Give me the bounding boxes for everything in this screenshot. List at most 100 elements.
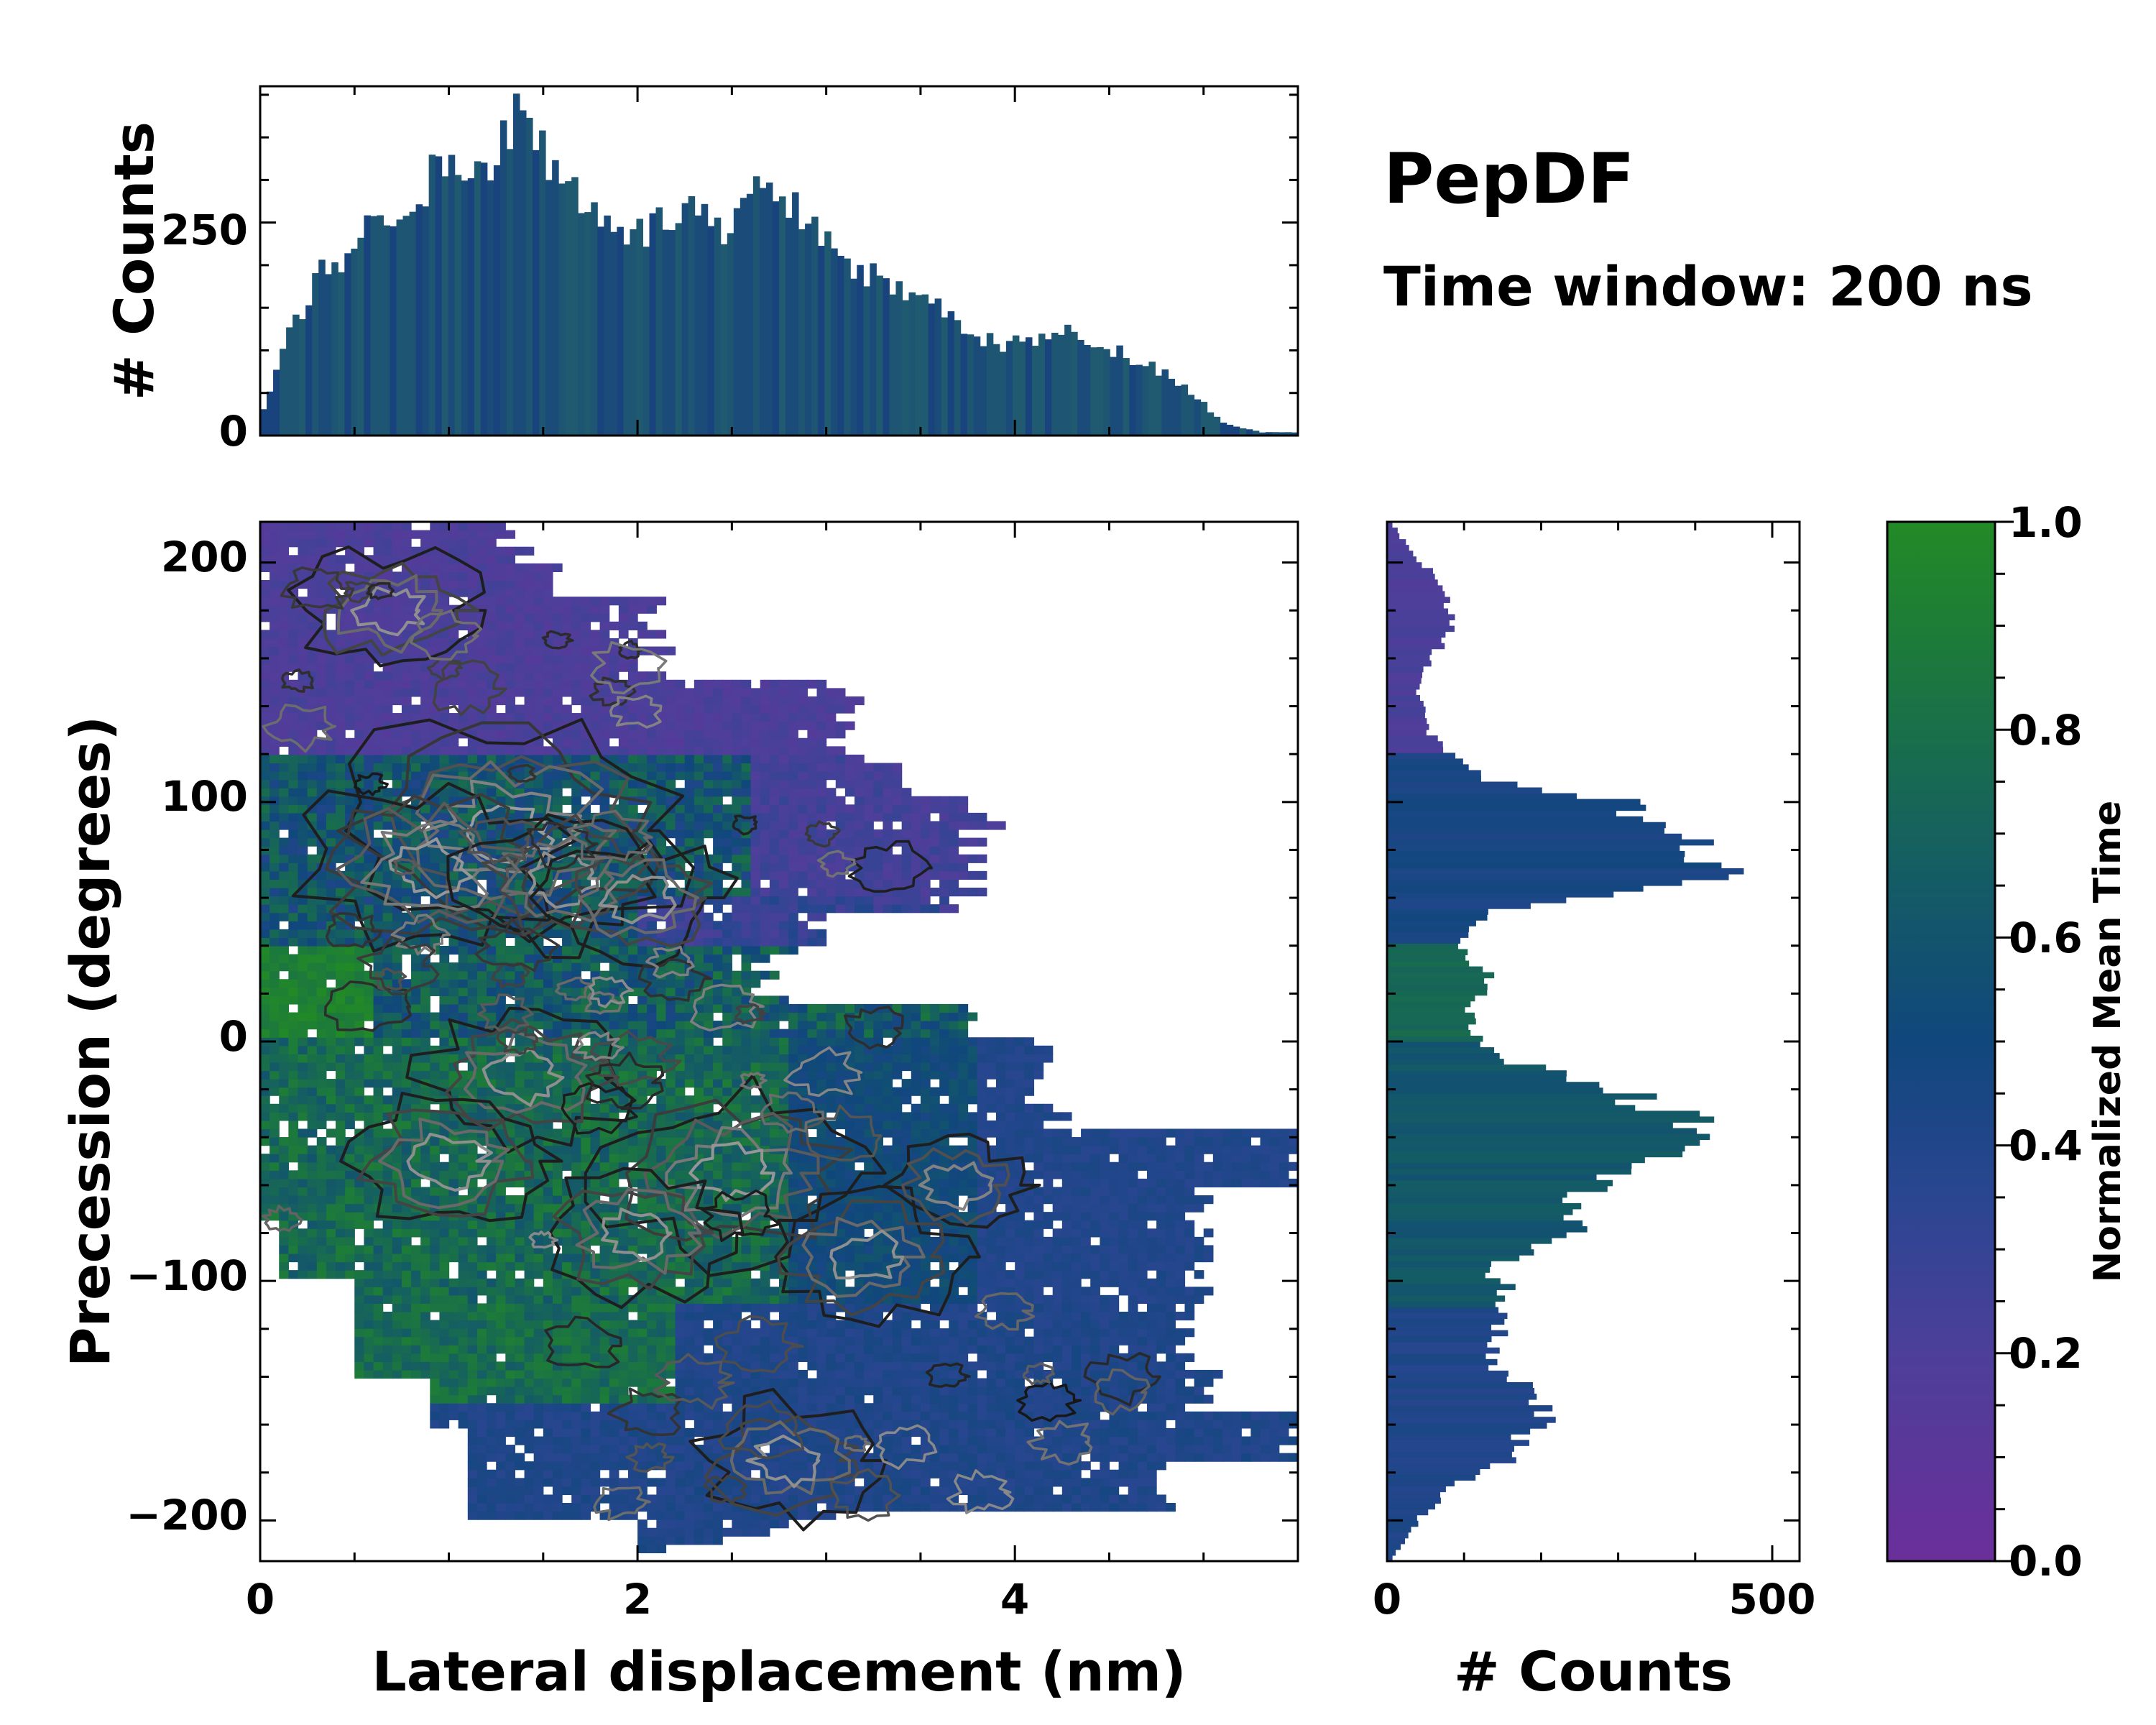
heatmap-cell (939, 1353, 949, 1362)
heatmap-cell (364, 1112, 374, 1121)
heatmap-cell (467, 1386, 478, 1396)
heatmap-cell (627, 1436, 638, 1445)
heatmap-cell (977, 1427, 987, 1438)
heatmap-cell (543, 1112, 553, 1121)
heatmap-cell (260, 1112, 270, 1121)
heatmap-cell (873, 1486, 883, 1496)
heatmap-cell (581, 1137, 591, 1146)
heatmap-cell (1241, 1162, 1251, 1171)
heatmap-cell (883, 1062, 893, 1072)
heatmap-cell (1033, 1112, 1044, 1121)
heatmap-cell (873, 1386, 883, 1396)
heatmap-cell (571, 1445, 581, 1454)
heatmap-cell (1043, 1486, 1054, 1496)
heatmap-cell (599, 1103, 610, 1113)
top-histogram-bar (915, 295, 923, 436)
heatmap-cell (571, 1137, 581, 1146)
heatmap-cell (467, 1336, 478, 1346)
heatmap-cell (1156, 1245, 1166, 1254)
heatmap-cell (703, 1103, 714, 1113)
heatmap-cell (1061, 1278, 1072, 1287)
heatmap-cell (1090, 1320, 1100, 1329)
heatmap-cell (911, 1087, 921, 1096)
heatmap-cell (647, 1511, 657, 1520)
heatmap-cell (599, 1436, 610, 1445)
heatmap-cell (581, 1353, 591, 1362)
heatmap-cell (392, 1154, 402, 1163)
heatmap-cell (1024, 1294, 1035, 1304)
heatmap-cell (430, 1411, 441, 1420)
heatmap-cell (732, 1527, 742, 1537)
heatmap-cell (995, 1294, 1006, 1304)
heatmap-cell (1146, 1178, 1157, 1188)
heatmap-cell (487, 1369, 497, 1379)
heatmap-cell (675, 1519, 686, 1529)
heatmap-cell (958, 1103, 969, 1113)
heatmap-cell (487, 1328, 497, 1338)
heatmap-cell (1137, 1345, 1148, 1354)
heatmap-cell (1090, 1369, 1100, 1379)
top-histogram-bar (1116, 345, 1123, 436)
heatmap-cell (930, 1062, 940, 1072)
heatmap-cell (1043, 1478, 1054, 1487)
heatmap-cell (571, 1261, 581, 1271)
heatmap-cell (1061, 1154, 1072, 1163)
heatmap-cell (1015, 1087, 1025, 1096)
heatmap-cell (1137, 1137, 1148, 1146)
heatmap-cell (382, 1287, 393, 1296)
heatmap-cell (1175, 1369, 1186, 1379)
top-histogram-bar (1135, 364, 1143, 436)
heatmap-cell (892, 1411, 903, 1420)
heatmap-cell (1146, 1154, 1157, 1163)
heatmap-cell (364, 1187, 374, 1196)
heatmap-cell (1071, 1503, 1082, 1512)
heatmap-cell (552, 1170, 563, 1179)
heatmap-cell (835, 1170, 846, 1179)
top-histogram-bar (857, 264, 864, 436)
heatmap-cell (703, 1070, 714, 1080)
heatmap-cell (967, 1311, 978, 1321)
heatmap-cell (647, 1154, 657, 1163)
heatmap-cell (1100, 1494, 1110, 1504)
heatmap-cell (1166, 1178, 1176, 1188)
heatmap-cell (571, 1336, 581, 1346)
heatmap-cell (336, 1236, 346, 1246)
heatmap-cell (1109, 1261, 1120, 1271)
heatmap-cell (807, 1353, 818, 1362)
heatmap-cell (854, 1261, 865, 1271)
heatmap-cell (911, 1120, 921, 1130)
heatmap-cell (949, 1345, 959, 1354)
heatmap-cell (1118, 1278, 1129, 1287)
heatmap-cell (816, 1245, 827, 1254)
heatmap-cell (949, 1461, 959, 1471)
heatmap-cell (675, 1320, 686, 1329)
heatmap-cell (854, 1228, 865, 1238)
heatmap-cell (1090, 1427, 1100, 1438)
heatmap-cell (1061, 1228, 1072, 1238)
heatmap-cell (1024, 1320, 1035, 1329)
heatmap-cell (939, 1436, 949, 1445)
heatmap-cell (496, 1453, 506, 1462)
heatmap-cell (684, 1536, 695, 1545)
heatmap-cell (260, 1137, 270, 1146)
heatmap-cell (939, 1087, 949, 1096)
heatmap-cell (826, 1170, 837, 1179)
heatmap-cell (618, 1128, 629, 1138)
heatmap-cell (552, 1394, 563, 1404)
heatmap-cell (505, 1386, 516, 1396)
heatmap-cell (1109, 1427, 1120, 1438)
heatmap-cell (515, 1436, 525, 1445)
top-histogram-bar (409, 211, 417, 436)
heatmap-cell (467, 1453, 478, 1462)
heatmap-cell (995, 1062, 1006, 1072)
heatmap-cell (590, 1303, 601, 1312)
heatmap-cell (298, 1137, 308, 1146)
top-histogram-panel: 0 250 # Counts (102, 85, 1299, 456)
heatmap-cell (505, 1170, 516, 1179)
heatmap-cell (467, 1511, 478, 1520)
heatmap-cell (977, 1079, 987, 1088)
heatmap-cell (750, 1103, 761, 1113)
heatmap-cell (505, 1403, 516, 1412)
heatmap-cell (476, 1469, 487, 1478)
heatmap-cell (892, 1162, 903, 1171)
